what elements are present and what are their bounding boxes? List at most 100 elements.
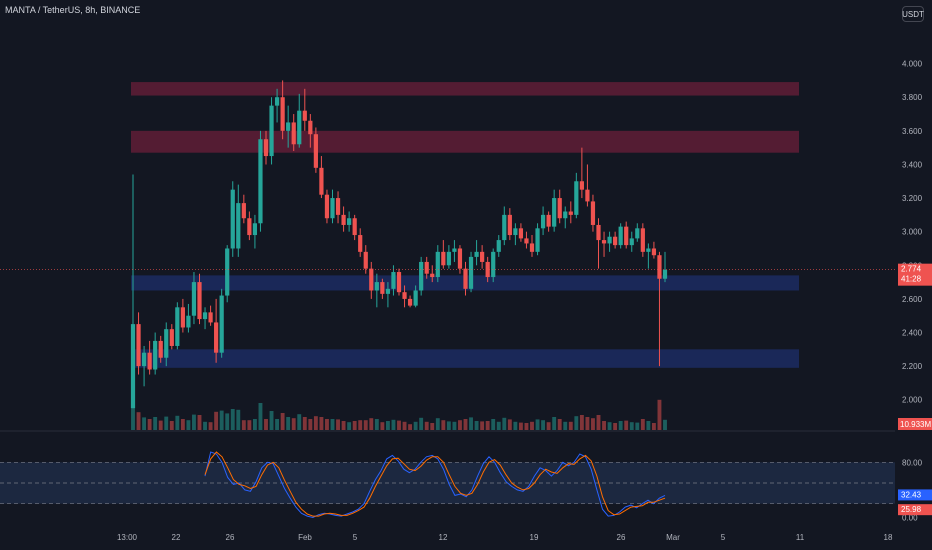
volume-bar <box>546 422 551 430</box>
candle-body <box>153 340 158 370</box>
candle-body <box>402 292 407 299</box>
stoch-k-badge <box>898 489 932 501</box>
time-tick-label: Mar <box>666 533 680 542</box>
candle-body <box>175 307 180 346</box>
candle-body <box>164 329 169 358</box>
volume-bar <box>142 417 147 430</box>
volume-bar <box>269 411 274 430</box>
volume-bar <box>236 409 241 430</box>
stoch-d-label: 25.98 <box>901 505 922 514</box>
candle-body <box>452 248 457 252</box>
volume-bar <box>336 419 340 430</box>
volume-bar <box>408 424 413 430</box>
candle-body <box>252 223 258 236</box>
stoch-tick-label: 0.00 <box>902 513 918 522</box>
candle-body <box>590 201 596 225</box>
currency-button[interactable]: USDT <box>902 6 924 22</box>
price-tick-label: 3.400 <box>902 160 923 169</box>
candle-body <box>180 307 185 328</box>
candle-body <box>374 282 379 291</box>
candle-body <box>319 167 324 195</box>
candle-body <box>186 315 191 328</box>
volume-bar <box>158 420 163 430</box>
volume-bar <box>563 421 568 430</box>
volume-bar <box>485 421 490 430</box>
price-tick-label: 3.000 <box>902 228 923 237</box>
last-price-badge <box>898 263 932 286</box>
volume-bar <box>469 417 473 430</box>
candle-body <box>130 324 136 409</box>
candle-body <box>480 251 485 262</box>
volume-bar <box>618 421 623 430</box>
candle-body <box>607 236 612 244</box>
volume-bar <box>579 415 584 430</box>
volume-bar <box>397 420 401 430</box>
time-tick-label: 18 <box>884 533 893 542</box>
volume-bar <box>230 409 235 430</box>
volume-bar <box>352 421 357 430</box>
volume-bar <box>458 420 462 430</box>
candle-body <box>291 122 296 145</box>
volume-bar <box>419 417 424 430</box>
candle-body <box>297 110 302 145</box>
candle-body <box>651 248 657 256</box>
price-tick-label: 2.200 <box>902 362 923 371</box>
volume-bar <box>557 419 562 430</box>
time-tick-label: 5 <box>721 533 726 542</box>
volume-bar <box>491 419 496 430</box>
volume-bar <box>286 417 291 430</box>
candle-body <box>214 322 219 353</box>
candle-body <box>280 97 285 131</box>
candle-body <box>241 203 246 219</box>
candle-body <box>662 269 668 279</box>
volume-bar <box>541 420 546 430</box>
candle-body <box>413 290 418 306</box>
candle-body <box>546 214 551 227</box>
candle-body <box>513 228 518 236</box>
candle-body <box>624 226 629 246</box>
volume-bar <box>591 418 595 430</box>
countdown-label: 41:28 <box>901 275 922 284</box>
candle-body <box>363 251 368 269</box>
volume-bar <box>502 417 507 430</box>
volume-bar <box>535 419 540 430</box>
supply-zone <box>131 130 799 153</box>
volume-bar <box>219 410 224 430</box>
volume-bar <box>474 421 479 430</box>
candle-body <box>263 139 269 157</box>
time-tick-label: 13:00 <box>117 533 138 542</box>
price-tick-label: 2.000 <box>902 396 923 405</box>
volume-bar <box>247 420 252 430</box>
candle-body <box>369 268 374 291</box>
candle-body <box>391 272 396 289</box>
candle-body <box>529 243 535 252</box>
volume-bar <box>530 421 534 430</box>
candle-body <box>496 240 501 252</box>
candle-body <box>247 218 252 236</box>
candle-body <box>419 261 424 291</box>
candle-body <box>635 228 640 239</box>
candle-body <box>358 235 363 252</box>
candle-body <box>463 268 468 289</box>
candle-body <box>191 282 197 316</box>
candles-layer <box>0 80 895 409</box>
candle-body <box>225 248 230 296</box>
time-tick-label: Feb <box>298 533 312 542</box>
volume-bar <box>252 419 257 430</box>
volume-bar <box>574 416 579 430</box>
volume-layer <box>131 392 667 430</box>
volume-bar <box>663 419 667 430</box>
candle-body <box>274 97 280 106</box>
volume-bar <box>330 419 335 430</box>
volume-bar <box>518 422 523 430</box>
candle-body <box>230 189 235 249</box>
volume-bar <box>613 423 618 430</box>
volume-bar <box>463 419 468 430</box>
candle-body <box>601 240 607 244</box>
volume-bar <box>552 417 557 430</box>
volume-bar <box>241 420 246 430</box>
time-tick-label: 11 <box>796 533 805 542</box>
volume-bar <box>225 413 230 430</box>
candle-body <box>208 312 213 323</box>
